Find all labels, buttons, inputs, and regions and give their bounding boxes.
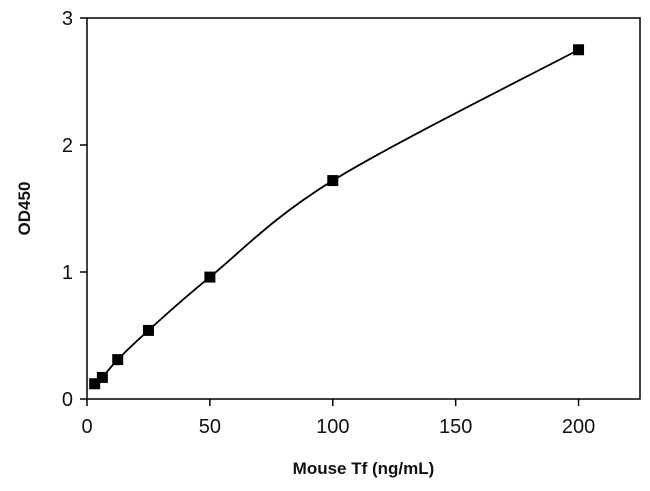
y-tick-label: 1 xyxy=(62,262,73,284)
fit-curve-line xyxy=(94,48,579,385)
y-axis-title: OD450 xyxy=(15,182,34,236)
y-tick-label: 3 xyxy=(62,8,73,30)
y-tick-label: 2 xyxy=(62,135,73,157)
axis-ticks xyxy=(80,17,580,406)
data-point-marker xyxy=(573,44,585,56)
data-point-marker xyxy=(112,354,124,366)
data-point-marker xyxy=(96,371,108,383)
x-tick-label: 200 xyxy=(562,416,595,438)
x-tick-label: 100 xyxy=(316,416,349,438)
data-point-marker xyxy=(89,378,101,390)
x-axis-title: Mouse Tf (ng/mL) xyxy=(293,459,435,478)
data-points xyxy=(89,44,585,390)
x-tick-label: 0 xyxy=(81,416,92,438)
y-tick-label: 0 xyxy=(62,389,73,411)
plot-area-frame xyxy=(86,17,641,400)
x-tick-label: 150 xyxy=(439,416,472,438)
axis-tick-labels: 0 50 100 150 200 0 1 2 3 xyxy=(62,8,595,438)
x-tick-label: 50 xyxy=(199,416,221,438)
data-point-marker xyxy=(204,271,216,283)
data-point-marker xyxy=(142,324,154,336)
data-point-marker xyxy=(327,175,339,187)
